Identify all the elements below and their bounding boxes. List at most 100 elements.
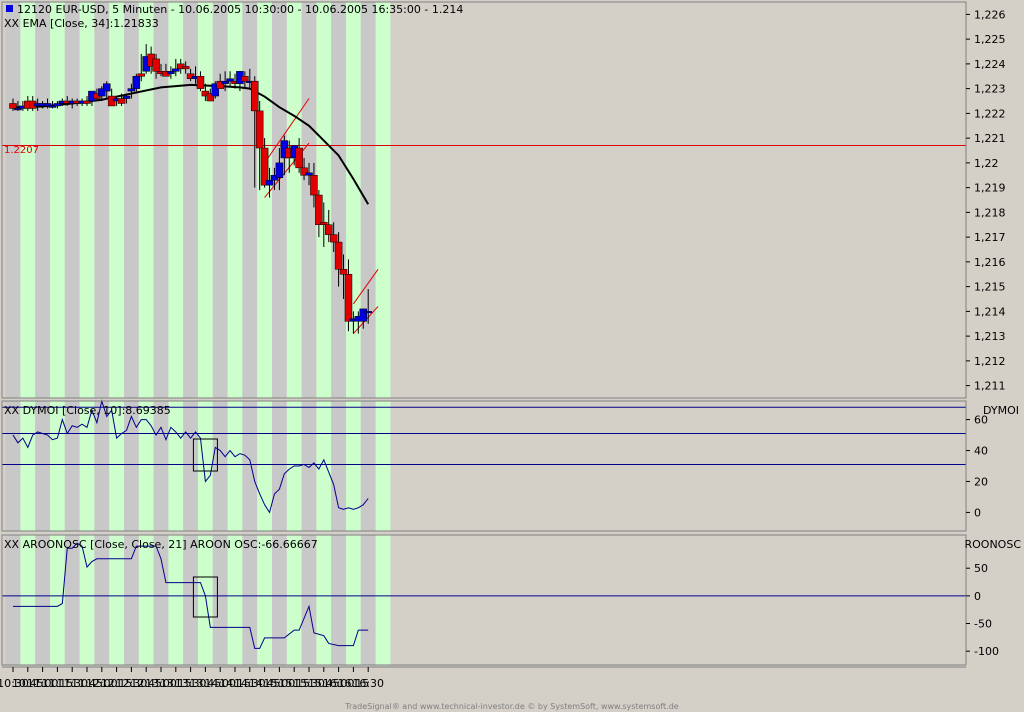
stripe <box>212 535 228 665</box>
candle-body <box>102 83 111 92</box>
aroon-legend: XX AROONOSC [Close, Close, 21] AROON OSC… <box>4 538 318 551</box>
stripe <box>375 401 391 531</box>
y-tick-label: 1,224 <box>974 58 1006 71</box>
x-tick-label: 16:15 <box>338 677 370 690</box>
candle-body <box>132 76 141 89</box>
dymoi-axis-title-bg <box>967 401 1023 421</box>
stripe <box>301 401 317 531</box>
candle <box>172 58 180 77</box>
stripe <box>227 401 243 531</box>
dymoi-frame <box>1 400 967 532</box>
y-tick-label: 1,226 <box>974 8 1006 21</box>
x-tick-label: 11:15 <box>42 677 74 690</box>
stripe <box>183 401 198 531</box>
y-tick-label: 20 <box>974 475 988 488</box>
candle-body <box>226 78 234 82</box>
candle-body <box>344 274 353 322</box>
candle <box>152 53 160 79</box>
stripe <box>301 2 317 398</box>
candle <box>339 254 348 299</box>
stripe <box>5 2 21 398</box>
stripe <box>227 2 243 398</box>
stripe <box>271 2 287 398</box>
candle <box>53 101 62 109</box>
candle <box>14 101 22 111</box>
aroon-frame <box>1 534 967 666</box>
candle <box>9 98 17 111</box>
stripe <box>138 535 154 665</box>
window-title: 12120 EUR-USD, 5 Minuten - 10.06.2005 10… <box>17 3 463 16</box>
candle-body <box>211 83 220 97</box>
aroon-line <box>13 542 369 649</box>
candle <box>241 71 249 89</box>
candle-body <box>98 88 106 97</box>
candle-body <box>241 76 249 82</box>
candle-body <box>122 95 131 99</box>
candle <box>216 73 224 89</box>
y-tick-label: 1,218 <box>974 206 1006 219</box>
y-tick-label: 1,217 <box>974 231 1006 244</box>
footer-credit: TradeSignal® and www.technical-investor.… <box>344 702 679 711</box>
x-tick-label: 11:00 <box>27 677 59 690</box>
stripe <box>257 2 272 398</box>
y-axes: 1,226 1,225 1,224 1,223 1,222 1,221 1,22 1,219 1… <box>966 8 1006 658</box>
x-tick-label: 12:00 <box>86 677 118 690</box>
stripe <box>168 535 184 665</box>
candle <box>102 81 111 99</box>
stripe <box>123 401 139 531</box>
stripe <box>20 401 36 531</box>
candle-body <box>310 175 318 196</box>
candle <box>43 98 52 109</box>
stripe <box>212 401 228 531</box>
stripe <box>35 535 50 665</box>
candle-body <box>48 105 57 108</box>
aroon-axis-title: ROONOSC <box>964 538 1021 551</box>
stripe <box>242 401 258 531</box>
candle <box>181 61 190 74</box>
candle-body <box>339 269 348 275</box>
stripe <box>183 535 198 665</box>
x-tick-label: 12:45 <box>130 677 162 690</box>
candle-body <box>14 108 22 111</box>
x-tick-label: 16:30 <box>352 677 384 690</box>
y-tick-label: 1,219 <box>974 182 1006 195</box>
aroon-marker-box <box>192 576 218 618</box>
stripe <box>5 535 21 665</box>
candle-body <box>206 93 215 102</box>
stripe <box>109 2 124 398</box>
candle-body <box>315 194 323 226</box>
stripe <box>360 2 376 398</box>
stripe <box>197 401 213 531</box>
stripe <box>79 401 95 531</box>
stripe <box>79 2 95 398</box>
y-tick-label: 1,214 <box>974 305 1006 318</box>
candle <box>320 202 328 248</box>
stripe <box>316 2 332 398</box>
y-tick-label: 1,222 <box>974 107 1006 120</box>
stripe <box>360 535 376 665</box>
candle-body <box>181 66 190 70</box>
candle <box>226 71 234 87</box>
stripe <box>212 2 228 398</box>
dymoi-legend: XX DYMOI [Close, 10]:8.69385 <box>4 404 171 417</box>
support-label: 1.2207 <box>4 145 39 156</box>
x-tick-label: 14:15 <box>219 677 251 690</box>
stripe <box>227 535 243 665</box>
candle-body <box>305 172 313 176</box>
y-tick-label: 0 <box>974 506 981 519</box>
candle-body <box>265 179 274 186</box>
stripe <box>331 2 346 398</box>
y-tick-label: 1,22 <box>974 157 999 170</box>
stripe <box>286 535 302 665</box>
stripe <box>183 2 198 398</box>
stripe <box>153 2 169 398</box>
stripe <box>360 401 376 531</box>
candle-body <box>324 224 333 235</box>
candle-body <box>9 103 17 109</box>
candle <box>255 101 264 191</box>
candle <box>196 71 205 92</box>
dymoi-marker-box <box>192 438 218 472</box>
dymoi-line <box>12 399 369 514</box>
candle-body <box>320 222 328 225</box>
